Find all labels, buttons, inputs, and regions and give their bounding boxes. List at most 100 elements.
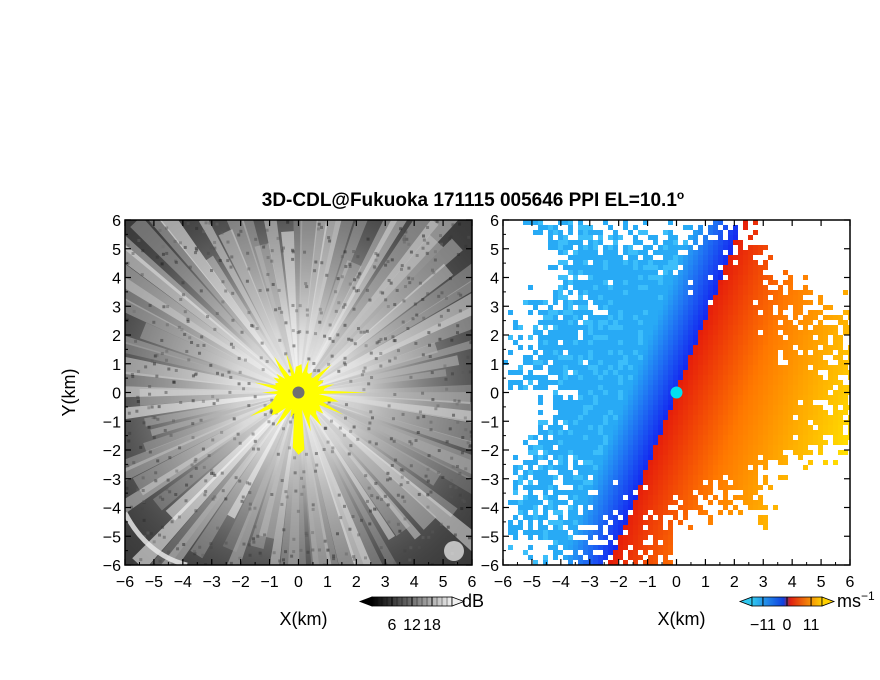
velocity-cell: [698, 360, 703, 365]
velocity-cell: [653, 335, 658, 340]
velocity-cell: [603, 335, 608, 340]
velocity-cell: [723, 260, 728, 265]
velocity-cell: [588, 530, 593, 535]
velocity-cell: [843, 325, 848, 330]
left-noise-spot: [444, 296, 448, 300]
velocity-cell: [763, 405, 768, 410]
velocity-cell: [683, 430, 688, 435]
left-noise-spot: [166, 305, 170, 309]
velocity-cell: [673, 420, 678, 425]
left-ray: [298, 220, 329, 393]
velocity-cell: [658, 260, 663, 265]
velocity-cell: [603, 490, 608, 495]
velocity-cell: [738, 415, 743, 420]
velocity-cell: [618, 350, 623, 355]
left-noise-spot: [226, 226, 230, 230]
left-noise-spot: [215, 311, 219, 315]
velocity-cell: [603, 545, 608, 550]
velocity-cell: [618, 255, 623, 260]
velocity-cell: [733, 340, 738, 345]
velocity-cell: [683, 395, 688, 400]
velocity-cell: [558, 320, 563, 325]
velocity-cell: [743, 300, 748, 305]
velocity-cell: [638, 260, 643, 265]
velocity-cell: [728, 420, 733, 425]
velocity-cell: [553, 520, 558, 525]
velocity-cell: [703, 430, 708, 435]
velocity-cell: [673, 405, 678, 410]
velocity-cell: [713, 415, 718, 420]
velocity-cell: [718, 230, 723, 235]
velocity-cell: [823, 395, 828, 400]
velocity-cell: [738, 460, 743, 465]
velocity-cell: [663, 480, 668, 485]
left-ray: [298, 392, 441, 486]
velocity-cell: [703, 250, 708, 255]
velocity-cell: [658, 470, 663, 475]
velocity-cell: [688, 300, 693, 305]
velocity-cell: [803, 365, 808, 370]
velocity-cell: [578, 520, 583, 525]
y-tick-label: 3: [490, 299, 499, 316]
velocity-cell: [658, 430, 663, 435]
velocity-cell: [723, 430, 728, 435]
left-noise-spot: [251, 324, 255, 328]
velocity-cell: [708, 470, 713, 475]
velocity-cell: [823, 420, 828, 425]
velocity-cell: [803, 385, 808, 390]
velocity-cell: [538, 375, 543, 380]
velocity-cell: [598, 390, 603, 395]
velocity-cell: [718, 310, 723, 315]
velocity-cell: [623, 340, 628, 345]
velocity-cell: [723, 385, 728, 390]
velocity-cell: [653, 415, 658, 420]
velocity-cell: [668, 360, 673, 365]
left-noise-spot: [172, 380, 176, 384]
left-noise-spot: [202, 343, 206, 347]
velocity-cell: [658, 385, 663, 390]
velocity-cell: [673, 300, 678, 305]
velocity-cell: [558, 285, 563, 290]
left-noise-spot: [399, 267, 403, 271]
velocity-cell: [573, 555, 578, 560]
velocity-cell: [723, 355, 728, 360]
velocity-cell: [738, 375, 743, 380]
left-noise-spot: [356, 327, 360, 331]
velocity-cell: [653, 390, 658, 395]
velocity-cell: [603, 410, 608, 415]
velocity-cell: [668, 430, 673, 435]
velocity-cell: [623, 250, 628, 255]
velocity-cell: [653, 440, 658, 445]
velocity-cell: [813, 355, 818, 360]
velocity-cell: [608, 315, 613, 320]
velocity-cell: [663, 370, 668, 375]
velocity-cell: [603, 440, 608, 445]
velocity-cell: [643, 230, 648, 235]
velocity-cell: [543, 445, 548, 450]
velocity-cell: [628, 230, 633, 235]
velocity-cell: [638, 250, 643, 255]
left-noise-spot: [349, 429, 353, 433]
velocity-cell: [583, 410, 588, 415]
velocity-cell: [708, 370, 713, 375]
velocity-cell: [753, 350, 758, 355]
velocity-cell: [578, 265, 583, 270]
velocity-cell: [548, 520, 553, 525]
velocity-cell: [563, 320, 568, 325]
velocity-cell: [823, 415, 828, 420]
velocity-cell: [663, 265, 668, 270]
velocity-cell: [633, 225, 638, 230]
velocity-cell: [643, 385, 648, 390]
velocity-cell: [528, 555, 533, 560]
velocity-cell: [763, 525, 768, 530]
velocity-cell: [718, 450, 723, 455]
velocity-cell: [538, 320, 543, 325]
velocity-cell: [663, 365, 668, 370]
velocity-cell: [643, 465, 648, 470]
velocity-cell: [643, 365, 648, 370]
velocity-cell: [698, 450, 703, 455]
velocity-cell: [538, 410, 543, 415]
velocity-cell: [583, 290, 588, 295]
velocity-cell: [558, 520, 563, 525]
velocity-cell: [698, 465, 703, 470]
